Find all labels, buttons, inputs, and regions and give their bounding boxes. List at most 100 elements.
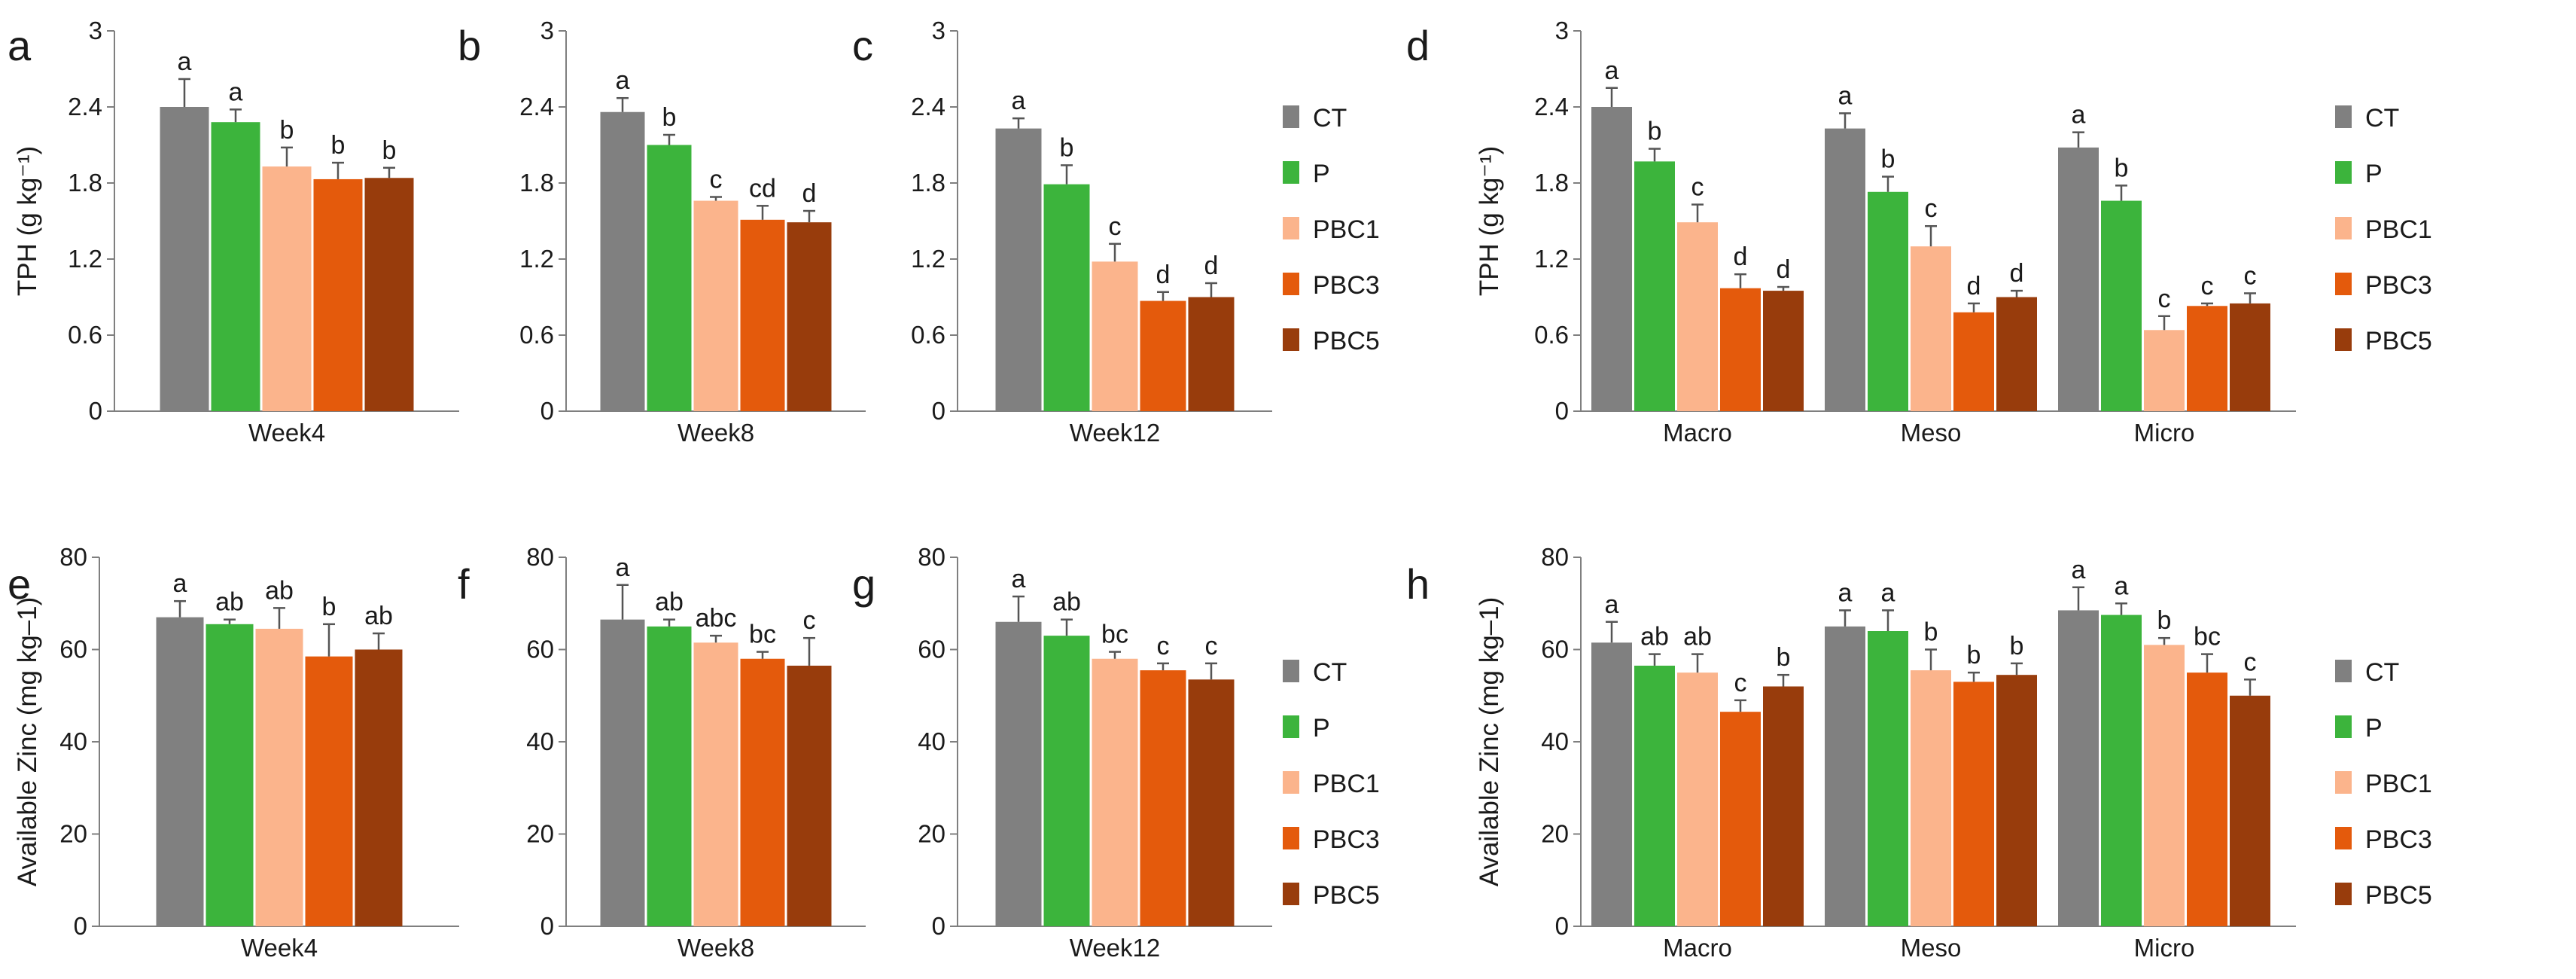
y-tick-label: 20	[918, 820, 945, 848]
y-tick-label: 0	[932, 397, 945, 425]
y-tick-label: 40	[1541, 727, 1569, 755]
legend: CT P PBC1 PBC3 PBC5	[2335, 658, 2432, 910]
bar-pbc1	[693, 642, 738, 926]
bar-pbc5	[2230, 303, 2270, 411]
bar-pbc3	[1140, 300, 1186, 411]
bar-pbc5	[355, 649, 403, 926]
legend-label: PBC3	[1313, 825, 1380, 854]
legend-label: PBC1	[1313, 770, 1380, 798]
bar-p	[1634, 161, 1675, 411]
bar-pbc1	[1911, 246, 1951, 411]
bar-pbc5	[1188, 297, 1235, 411]
x-category-label: Meso	[1901, 934, 1962, 962]
y-tick-label: 3	[1555, 17, 1569, 44]
legend-label: CT	[2365, 658, 2399, 687]
x-category-label: Macro	[1663, 419, 1732, 447]
y-tick-label: 0	[1555, 912, 1569, 940]
significance-letter: b	[2010, 632, 2024, 660]
significance-letter: b	[280, 116, 294, 145]
legend-swatch-pbc1	[1283, 771, 1299, 794]
significance-letter: b	[331, 131, 346, 160]
significance-letter: c	[1205, 632, 1218, 660]
bar-pbc1	[1677, 672, 1718, 926]
y-axis-label: TPH (g kg⁻¹)	[13, 146, 42, 296]
significance-letter: b	[1967, 641, 1981, 669]
bar-p	[1043, 636, 1090, 926]
y-tick-label: 0	[74, 912, 87, 940]
x-category-label: Meso	[1901, 419, 1962, 447]
significance-letter: b	[382, 136, 397, 165]
significance-letter: a	[1012, 565, 1026, 593]
bar-p	[211, 122, 260, 411]
bar-pbc3	[313, 178, 363, 411]
significance-letter: a	[173, 569, 187, 598]
x-category-label: Week12	[1070, 419, 1160, 447]
y-axis-label: Available Zinc (mg kg–1)	[13, 597, 42, 887]
significance-letter: c	[1691, 173, 1704, 202]
bar-p	[647, 626, 692, 926]
bar-ct	[160, 107, 209, 411]
significance-letter: bc	[2194, 623, 2221, 651]
bar-pbc1	[1677, 222, 1718, 411]
y-tick-label: 2.4	[911, 93, 945, 120]
significance-letter: c	[2244, 648, 2257, 676]
significance-letter: a	[229, 78, 243, 106]
panel-letter: g	[852, 560, 875, 608]
significance-letter: b	[1924, 618, 1938, 647]
y-tick-label: 60	[1541, 636, 1569, 663]
legend-swatch-ct	[1283, 105, 1299, 128]
significance-letter: d	[1204, 252, 1219, 280]
y-tick-label: 80	[526, 543, 554, 571]
significance-letter: bc	[1101, 621, 1128, 649]
significance-letter: a	[1605, 590, 1619, 619]
y-tick-label: 60	[918, 636, 945, 663]
legend-swatch-p	[2335, 161, 2352, 184]
legend-swatch-pbc5	[2335, 883, 2352, 905]
legend-swatch-pbc1	[2335, 217, 2352, 239]
bar-pbc5	[787, 222, 832, 411]
legend-label: CT	[2365, 104, 2399, 133]
y-tick-label: 1.8	[68, 169, 102, 197]
significance-letter: c	[2201, 272, 2214, 300]
y-tick-label: 40	[918, 727, 945, 755]
legend-swatch-ct	[2335, 105, 2352, 128]
legend-swatch-pbc3	[2335, 827, 2352, 849]
bar-p	[1868, 631, 1908, 926]
significance-letter: a	[1838, 81, 1853, 110]
y-axis-label: TPH (g kg⁻¹)	[1475, 146, 1504, 296]
x-category-label: Macro	[1663, 934, 1732, 962]
panel-letter: d	[1406, 22, 1430, 69]
y-tick-label: 40	[526, 727, 554, 755]
legend-label: PBC1	[2365, 770, 2432, 798]
legend-swatch-pbc1	[2335, 771, 2352, 794]
panel-letter: b	[458, 22, 481, 69]
bar-pbc5	[1996, 675, 2037, 926]
y-tick-label: 3	[932, 17, 945, 44]
y-axis-label: Available Zinc (mg kg–1)	[1475, 597, 1504, 887]
significance-letter: a	[616, 66, 630, 95]
legend-label: P	[1313, 160, 1330, 188]
bar-pbc3	[2187, 672, 2227, 926]
bar-pbc3	[1720, 712, 1761, 926]
legend-swatch-p	[1283, 715, 1299, 738]
y-tick-label: 60	[59, 636, 87, 663]
y-tick-label: 0.6	[519, 321, 554, 349]
panel-a: a TPH (g kg⁻¹) 0 0.6 1.2 1.8 2.4 3 a a b b b Week4	[8, 17, 459, 447]
y-tick-label: 60	[526, 636, 554, 663]
significance-letter: b	[1881, 145, 1895, 174]
bar-ct	[2058, 610, 2099, 926]
legend-label: PBC1	[1313, 215, 1380, 244]
significance-letter: c	[1734, 669, 1747, 697]
x-category-label: Micro	[2134, 934, 2195, 962]
legend-swatch-ct	[1283, 660, 1299, 682]
bar-pbc1	[262, 166, 312, 411]
legend-label: CT	[1313, 104, 1347, 133]
bar-pbc1	[2144, 330, 2185, 411]
y-tick-label: 1.2	[911, 245, 945, 273]
bar-pbc5	[364, 178, 414, 411]
y-tick-label: 0.6	[1534, 321, 1569, 349]
y-tick-label: 20	[59, 820, 87, 848]
